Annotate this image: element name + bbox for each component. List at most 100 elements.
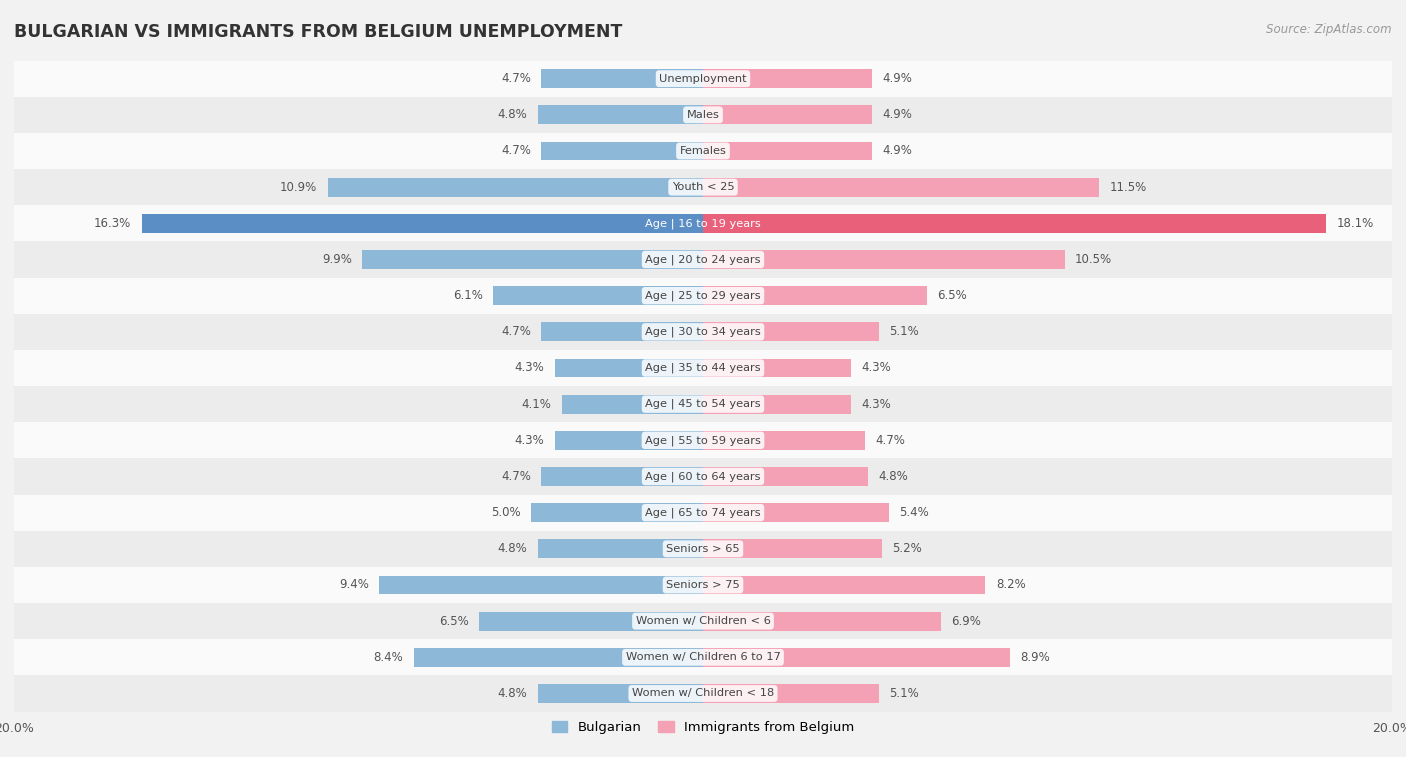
Text: BULGARIAN VS IMMIGRANTS FROM BELGIUM UNEMPLOYMENT: BULGARIAN VS IMMIGRANTS FROM BELGIUM UNE… [14, 23, 623, 41]
Text: 5.0%: 5.0% [491, 506, 520, 519]
Text: Age | 60 to 64 years: Age | 60 to 64 years [645, 472, 761, 481]
Text: Women w/ Children 6 to 17: Women w/ Children 6 to 17 [626, 653, 780, 662]
Text: Youth < 25: Youth < 25 [672, 182, 734, 192]
Text: 4.7%: 4.7% [501, 470, 531, 483]
Bar [14, 386, 1392, 422]
Bar [703, 540, 882, 558]
Text: Age | 20 to 24 years: Age | 20 to 24 years [645, 254, 761, 265]
Bar [703, 105, 872, 124]
Text: 11.5%: 11.5% [1109, 181, 1147, 194]
Bar [703, 575, 986, 594]
Text: 6.1%: 6.1% [453, 289, 482, 302]
Text: Age | 30 to 34 years: Age | 30 to 34 years [645, 326, 761, 337]
Bar [703, 359, 851, 378]
Bar [14, 169, 1392, 205]
Bar [703, 467, 869, 486]
Text: 5.4%: 5.4% [900, 506, 929, 519]
Text: Source: ZipAtlas.com: Source: ZipAtlas.com [1267, 23, 1392, 36]
Bar [413, 648, 703, 667]
Bar [537, 105, 703, 124]
Text: Women w/ Children < 6: Women w/ Children < 6 [636, 616, 770, 626]
Bar [703, 394, 851, 413]
Text: Seniors > 75: Seniors > 75 [666, 580, 740, 590]
Text: 4.9%: 4.9% [882, 145, 912, 157]
Text: 5.2%: 5.2% [893, 542, 922, 556]
Bar [14, 313, 1392, 350]
Text: 6.9%: 6.9% [950, 615, 981, 628]
Text: 16.3%: 16.3% [94, 217, 131, 230]
Bar [14, 97, 1392, 133]
Text: 4.9%: 4.9% [882, 72, 912, 85]
Text: 4.7%: 4.7% [875, 434, 905, 447]
Text: 4.7%: 4.7% [501, 145, 531, 157]
Text: 4.8%: 4.8% [879, 470, 908, 483]
Bar [703, 684, 879, 703]
Text: Seniors > 65: Seniors > 65 [666, 544, 740, 554]
Text: 4.7%: 4.7% [501, 326, 531, 338]
Bar [541, 69, 703, 88]
Bar [703, 69, 872, 88]
Text: 9.9%: 9.9% [322, 253, 352, 266]
Text: 8.4%: 8.4% [374, 651, 404, 664]
Bar [703, 431, 865, 450]
Bar [703, 214, 1326, 232]
Text: Unemployment: Unemployment [659, 73, 747, 83]
Bar [14, 133, 1392, 169]
Text: 6.5%: 6.5% [439, 615, 468, 628]
Text: 4.8%: 4.8% [498, 108, 527, 121]
Bar [361, 250, 703, 269]
Text: Age | 16 to 19 years: Age | 16 to 19 years [645, 218, 761, 229]
Bar [14, 422, 1392, 459]
Text: Age | 45 to 54 years: Age | 45 to 54 years [645, 399, 761, 410]
Bar [328, 178, 703, 197]
Text: 4.1%: 4.1% [522, 397, 551, 410]
Text: Age | 55 to 59 years: Age | 55 to 59 years [645, 435, 761, 446]
Text: 8.2%: 8.2% [995, 578, 1025, 591]
Bar [541, 467, 703, 486]
Bar [142, 214, 703, 232]
Text: 6.5%: 6.5% [938, 289, 967, 302]
Bar [14, 494, 1392, 531]
Text: 18.1%: 18.1% [1337, 217, 1374, 230]
Text: Age | 65 to 74 years: Age | 65 to 74 years [645, 507, 761, 518]
Bar [531, 503, 703, 522]
Text: 4.8%: 4.8% [498, 687, 527, 700]
Bar [494, 286, 703, 305]
Text: 9.4%: 9.4% [339, 578, 368, 591]
Text: Age | 35 to 44 years: Age | 35 to 44 years [645, 363, 761, 373]
Text: 4.3%: 4.3% [862, 397, 891, 410]
Text: 4.8%: 4.8% [498, 542, 527, 556]
Bar [555, 431, 703, 450]
Legend: Bulgarian, Immigrants from Belgium: Bulgarian, Immigrants from Belgium [546, 715, 860, 741]
Bar [479, 612, 703, 631]
Bar [14, 567, 1392, 603]
Text: 4.9%: 4.9% [882, 108, 912, 121]
Text: Age | 25 to 29 years: Age | 25 to 29 years [645, 291, 761, 301]
Bar [703, 503, 889, 522]
Bar [14, 350, 1392, 386]
Text: Males: Males [686, 110, 720, 120]
Bar [380, 575, 703, 594]
Bar [14, 675, 1392, 712]
Text: 10.5%: 10.5% [1076, 253, 1112, 266]
Bar [14, 639, 1392, 675]
Bar [541, 322, 703, 341]
Bar [14, 61, 1392, 97]
Bar [541, 142, 703, 160]
Bar [14, 241, 1392, 278]
Text: 8.9%: 8.9% [1019, 651, 1050, 664]
Text: 4.3%: 4.3% [862, 362, 891, 375]
Bar [703, 250, 1064, 269]
Bar [555, 359, 703, 378]
Bar [537, 684, 703, 703]
Bar [703, 612, 941, 631]
Bar [703, 648, 1010, 667]
Bar [703, 142, 872, 160]
Text: 4.7%: 4.7% [501, 72, 531, 85]
Bar [703, 178, 1099, 197]
Bar [14, 603, 1392, 639]
Bar [537, 540, 703, 558]
Bar [703, 286, 927, 305]
Text: 4.3%: 4.3% [515, 362, 544, 375]
Text: 5.1%: 5.1% [889, 326, 918, 338]
